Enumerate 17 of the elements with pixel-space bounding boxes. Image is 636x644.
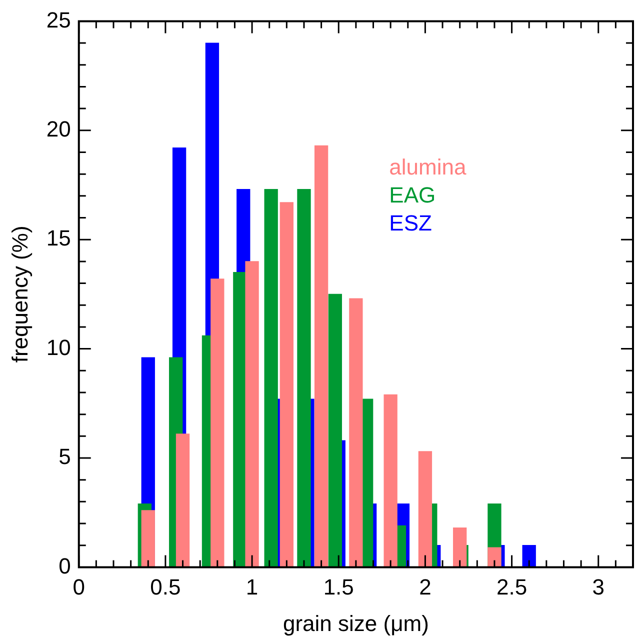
y-tick-label: 0 bbox=[58, 553, 71, 578]
text: EAG bbox=[389, 182, 436, 208]
y-tick-label: 20 bbox=[46, 116, 71, 142]
y-tick-label: 25 bbox=[46, 7, 71, 32]
y-tick-label: 10 bbox=[46, 334, 71, 360]
x-tick-label: 1.5 bbox=[323, 574, 354, 600]
text: alumina bbox=[389, 154, 467, 180]
x-tick-label: 2 bbox=[419, 574, 432, 600]
y-tick-label: 15 bbox=[46, 226, 71, 251]
y-tick-label: 5 bbox=[58, 444, 71, 470]
y-axis-title: frequency (%) bbox=[7, 226, 32, 363]
text: ESZ bbox=[389, 210, 432, 236]
x-tick-label: 3 bbox=[592, 574, 604, 600]
x-tick-label: 2.5 bbox=[496, 574, 528, 600]
x-axis-title: grain size (μm) bbox=[282, 610, 429, 636]
x-tick-label: 1 bbox=[246, 574, 258, 600]
x-tick-label: 0.5 bbox=[150, 574, 181, 600]
